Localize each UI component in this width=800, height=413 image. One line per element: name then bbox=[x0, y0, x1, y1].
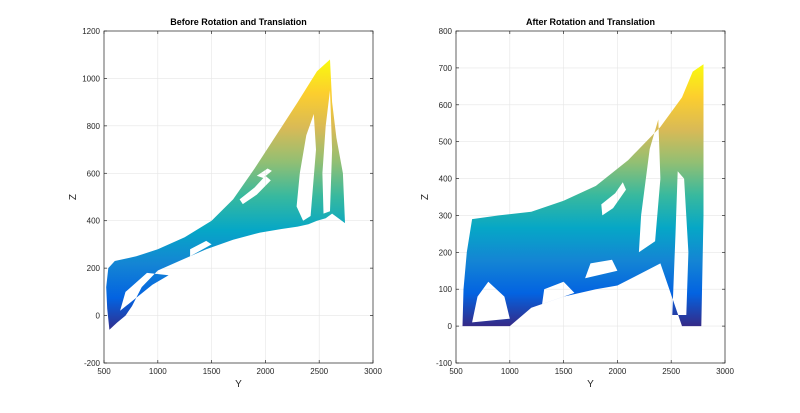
y-tick-label: 400 bbox=[87, 217, 101, 226]
y-tick-label: -200 bbox=[84, 359, 101, 368]
y-tick-label: 600 bbox=[439, 101, 453, 110]
x-axis-label: Y bbox=[587, 379, 594, 390]
x-tick-label: 2500 bbox=[662, 367, 680, 376]
point-cloud-surface bbox=[462, 64, 704, 327]
x-tick-label: 3000 bbox=[716, 367, 734, 376]
x-tick-label: 2000 bbox=[609, 367, 627, 376]
subplot-after: After Rotation and Translation 500 1000 15… bbox=[420, 17, 734, 390]
y-tick-labels: -200 0 200 400 600 800 1000 1200 bbox=[82, 27, 100, 368]
subplot-before: Before Rotation and Translation 500 1000 1… bbox=[68, 17, 382, 390]
x-tick-labels: 500 1000 1500 2000 2500 3000 bbox=[97, 367, 382, 376]
axes-box bbox=[455, 30, 726, 364]
y-tick-label: 700 bbox=[439, 64, 453, 73]
y-axis-label: Z bbox=[420, 194, 431, 200]
y-tick-label: -100 bbox=[436, 359, 453, 368]
point-cloud bbox=[462, 64, 704, 327]
subplot-title: Before Rotation and Translation bbox=[170, 17, 307, 27]
y-tick-label: 200 bbox=[87, 264, 101, 273]
y-tick-labels: -100 0 100 200 300 400 500 600 700 800 bbox=[436, 27, 453, 368]
point-cloud-surface bbox=[106, 59, 345, 330]
y-tick-label: 600 bbox=[87, 169, 101, 178]
y-axis-label: Z bbox=[68, 194, 79, 200]
y-tick-label: 800 bbox=[439, 27, 453, 36]
x-tick-label: 1500 bbox=[555, 367, 573, 376]
y-tick-label: 1200 bbox=[82, 27, 100, 36]
y-tick-label: 800 bbox=[87, 122, 101, 131]
y-tick-label: 200 bbox=[439, 248, 453, 257]
x-tick-label: 1500 bbox=[203, 367, 221, 376]
y-tick-label: 100 bbox=[439, 285, 453, 294]
y-tick-label: 400 bbox=[439, 175, 453, 184]
x-tick-label: 1000 bbox=[501, 367, 519, 376]
x-tick-label: 2000 bbox=[257, 367, 275, 376]
x-tick-label: 500 bbox=[97, 367, 111, 376]
y-tick-label: 500 bbox=[439, 138, 453, 147]
x-axis-label: Y bbox=[235, 379, 242, 390]
axes-box bbox=[103, 30, 374, 364]
y-tick-label: 300 bbox=[439, 211, 453, 220]
x-tick-labels: 500 1000 1500 2000 2500 3000 bbox=[449, 367, 734, 376]
y-tick-label: 0 bbox=[448, 322, 453, 331]
x-tick-label: 3000 bbox=[364, 367, 382, 376]
axes-frame bbox=[103, 30, 374, 364]
axes-frame bbox=[455, 30, 726, 364]
y-tick-label: 0 bbox=[96, 312, 101, 321]
y-tick-label: 1000 bbox=[82, 74, 100, 83]
x-tick-label: 500 bbox=[449, 367, 463, 376]
x-tick-label: 2500 bbox=[310, 367, 328, 376]
subplot-title: After Rotation and Translation bbox=[526, 17, 655, 27]
x-tick-label: 1000 bbox=[149, 367, 167, 376]
point-cloud bbox=[106, 59, 345, 330]
